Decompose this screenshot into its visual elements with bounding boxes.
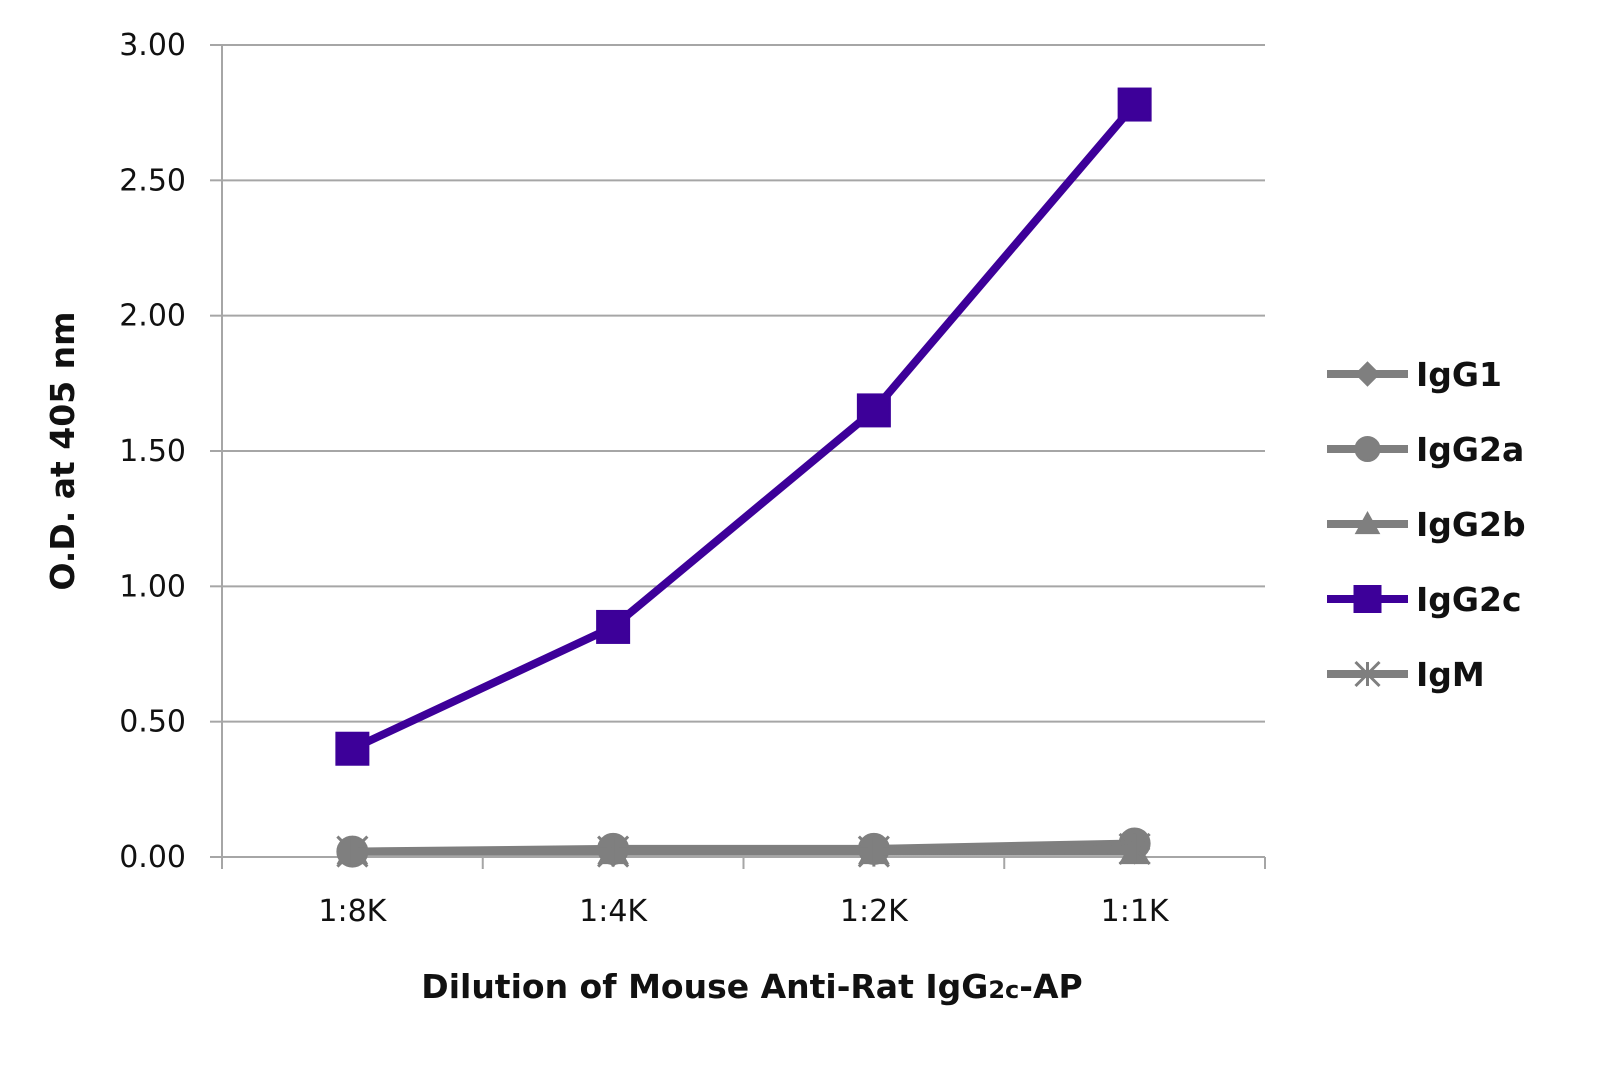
axes: 0.00 0.50 1.00 1.50 2.00 2.50 3.00 1:8K 1:4K 1:2K… (119, 28, 1266, 929)
y-axis-title: O.D. at 405 nm (43, 311, 82, 590)
data-point-igm (336, 835, 369, 868)
y-tick-label: 1.50 (119, 434, 186, 469)
x-axis-title-subscript: 2c (988, 976, 1019, 1004)
y-tick-label: 1.00 (119, 569, 186, 604)
legend-label-igg2c: IgG2c (1416, 580, 1522, 619)
x-tick-label: 1:1K (1101, 894, 1170, 929)
series-group (335, 87, 1152, 868)
y-tick-label: 2.50 (119, 163, 186, 198)
x-tick-label: 1:8K (318, 894, 387, 929)
x-axis-title-suffix: -AP (1019, 967, 1082, 1006)
series-line-igg2c (350, 101, 1138, 753)
y-tick-label: 3.00 (119, 28, 186, 63)
x-tick-label: 1:4K (579, 894, 648, 929)
y-tick-label: 0.00 (119, 840, 186, 875)
series-igm (336, 832, 1151, 868)
data-point-igm (597, 835, 630, 868)
data-point-igm (1118, 832, 1151, 865)
legend: IgG1 IgG2a IgG2b IgG2c IgM (1327, 355, 1526, 694)
legend-marker-igg2c (1353, 585, 1382, 613)
data-point-igg2c (1117, 87, 1152, 122)
y-tick-label: 0.50 (119, 705, 186, 740)
y-tick-label: 2.00 (119, 299, 186, 334)
legend-item-igm: IgM (1327, 655, 1485, 694)
legend-marker-igg2a (1354, 436, 1381, 462)
legend-item-igg2b: IgG2b (1327, 505, 1526, 544)
legend-item-igg2a: IgG2a (1327, 430, 1524, 469)
series-igg2c (335, 87, 1152, 766)
data-point-igg2c (335, 731, 370, 766)
legend-marker-igg1 (1354, 361, 1381, 387)
gridlines (222, 44, 1265, 723)
legend-marker-igm (1354, 660, 1381, 688)
legend-label-igg1: IgG1 (1416, 355, 1502, 394)
series-line-igm (352, 844, 1135, 856)
x-tick-label: 1:2K (840, 894, 909, 929)
legend-marker-igg2b (1354, 510, 1381, 535)
legend-label-igg2b: IgG2b (1416, 505, 1526, 544)
legend-item-igg2c: IgG2c (1327, 580, 1522, 619)
data-point-igg2c (596, 609, 631, 644)
legend-item-igg1: IgG1 (1327, 355, 1502, 394)
legend-label-igg2a: IgG2a (1416, 430, 1524, 469)
legend-label-igm: IgM (1416, 655, 1485, 694)
x-axis-title-main: Dilution of Mouse Anti-Rat IgG (421, 967, 988, 1006)
data-point-igg2c (856, 393, 891, 428)
data-point-igm (857, 835, 890, 868)
x-axis-title: Dilution of Mouse Anti-Rat IgG2c-AP (421, 967, 1082, 1006)
